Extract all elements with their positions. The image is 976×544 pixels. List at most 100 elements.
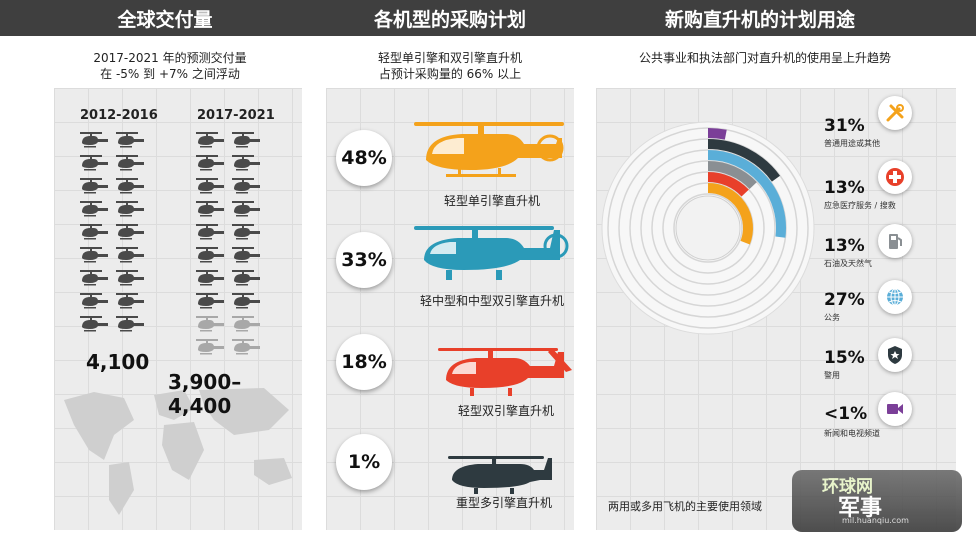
helicopter-pictogram-2012-2016 xyxy=(116,178,144,194)
deliveries-panel: 2012-2016 2017-2021 4,100 3,900–4,400 xyxy=(54,88,302,530)
helicopter-pictogram-2017-2021 xyxy=(196,339,224,355)
section-title-deliveries: 全球交付量 xyxy=(117,9,213,31)
usage-icon-news xyxy=(878,392,912,426)
usage-pct-public: 27% xyxy=(824,290,865,310)
deliveries-subtitle-1: 2017-2021 年的预测交付量 xyxy=(93,51,247,65)
helicopter-pictogram-2012-2016 xyxy=(116,316,144,332)
helicopter-pictogram-2017-2021 xyxy=(232,293,260,309)
usage-subtitle: 公共事业和执法部门对直升机的使用呈上升趋势 xyxy=(638,51,891,65)
header-bar: 全球交付量 各机型的采购计划 新购直升机的计划用途 xyxy=(0,0,976,36)
helicopter-pictogram-2012-2016 xyxy=(80,178,108,194)
light-single-engine-helicopter-icon xyxy=(414,122,564,177)
helicopter-pictogram-2017-2021 xyxy=(232,132,260,148)
ring-arc-police xyxy=(707,139,781,182)
helicopter-pictogram-2017-2021 xyxy=(232,155,260,171)
ring-arc-news xyxy=(707,127,727,140)
helicopter-pictogram-2017-2021 xyxy=(232,270,260,286)
purchase-subtitle-2: 占预计采购量的 66% 以上 xyxy=(378,67,522,81)
helicopter-pictogram-2017-2021 xyxy=(196,132,224,148)
helicopter-pictogram-2012-2016 xyxy=(80,247,108,263)
pct-circle-light-single: 48% xyxy=(336,130,392,186)
ring-guide xyxy=(673,193,743,263)
period-label-2: 2017-2021 xyxy=(197,108,275,123)
helicopter-pictogram-2017-2021 xyxy=(196,270,224,286)
helicopter-pictogram-2017-2021 xyxy=(232,201,260,217)
usage-pct-general: 31% xyxy=(824,116,865,136)
deliveries-subtitle-2: 在 -5% 到 +7% 之间浮动 xyxy=(100,67,240,81)
usage-panel: 31% 普通用途或其他 13% 应急医疗服务 / 搜救 13% 石油及天然气 xyxy=(596,88,956,530)
ring-arc-ems xyxy=(707,172,749,197)
helicopter-pictogram-2017-2021 xyxy=(232,316,260,332)
police-badge-icon xyxy=(888,346,902,364)
ring-chart-center xyxy=(675,195,741,261)
helicopter-pictogram-2017-2021 xyxy=(196,224,224,240)
usage-pct-police: 15% xyxy=(824,348,865,368)
purchase-panel: 48% 33% 18% 1% 轻型单引擎直升机 xyxy=(326,88,574,530)
usage-label-general: 普通用途或其他 xyxy=(824,139,880,148)
pct-circle-medium-twin: 33% xyxy=(336,232,392,288)
light-twin-engine-helicopter-icon xyxy=(438,348,572,396)
helicopter-pictogram-2012-2016 xyxy=(80,270,108,286)
helicopter-pictogram-2012-2016 xyxy=(80,201,108,217)
total-2017-2021: 3,900–4,400 xyxy=(168,370,242,418)
pct-circle-light-twin: 18% xyxy=(336,334,392,390)
video-camera-icon xyxy=(887,404,903,414)
helicopter-pictogram-2017-2021 xyxy=(196,178,224,194)
period-label-1: 2012-2016 xyxy=(80,108,158,123)
helicopter-pictogram-2017-2021 xyxy=(232,224,260,240)
helicopter-pictogram-2012-2016 xyxy=(116,155,144,171)
helicopter-pictogram-2017-2021 xyxy=(196,247,224,263)
usage-label-oil: 石油及天然气 xyxy=(824,259,872,268)
usage-label-news: 新闻和电视频道 xyxy=(824,429,880,438)
section-title-usage: 新购直升机的计划用途 xyxy=(664,9,855,31)
purchase-label-medium-twin: 轻中型和中型双引擎直升机 xyxy=(420,294,565,308)
helicopter-pictogram-2017-2021 xyxy=(196,293,224,309)
helicopter-pictogram-2017-2021 xyxy=(196,316,224,332)
purchase-subtitle-1: 轻型单引擎和双引擎直升机 xyxy=(377,51,522,65)
usage-pct-oil: 13% xyxy=(824,236,865,256)
helicopter-pictogram-2012-2016 xyxy=(116,201,144,217)
helicopter-pictogram-2012-2016 xyxy=(116,247,144,263)
section-title-purchase: 各机型的采购计划 xyxy=(373,9,526,31)
helicopter-pictogram-2017-2021 xyxy=(232,178,260,194)
helicopter-pictogram-2012-2016 xyxy=(116,224,144,240)
world-map-icon xyxy=(64,388,292,515)
ring-arc-public xyxy=(707,150,786,238)
helicopter-pictogram-2012-2016 xyxy=(80,132,108,148)
huanqiu-watermark-logo: 环球网 军事 mil.huanqiu.com xyxy=(792,470,962,532)
usage-pct-ems: 13% xyxy=(824,178,865,198)
purchase-label-heavy: 重型多引擎直升机 xyxy=(456,496,553,510)
helicopter-pictogram-grid xyxy=(80,132,260,355)
usage-label-public: 公务 xyxy=(824,313,840,322)
usage-icon-general xyxy=(878,96,912,130)
purchase-label-light-twin: 轻型双引擎直升机 xyxy=(458,404,555,418)
usage-icon-ems xyxy=(878,160,912,194)
usage-ring-chart xyxy=(601,121,815,335)
helicopter-pictogram-2017-2021 xyxy=(232,247,260,263)
ring-arc-oil xyxy=(707,161,757,190)
globe-icon xyxy=(887,288,903,306)
usage-pct-news: <1% xyxy=(824,404,868,424)
helicopter-pictogram-2012-2016 xyxy=(116,270,144,286)
helicopter-pictogram-2017-2021 xyxy=(196,201,224,217)
helicopter-pictogram-2012-2016 xyxy=(80,316,108,332)
helicopter-pictogram-2017-2021 xyxy=(232,339,260,355)
usage-icon-public xyxy=(878,280,912,314)
medical-cross-icon xyxy=(886,168,904,186)
usage-icon-police xyxy=(878,338,912,372)
helicopter-pictogram-2017-2021 xyxy=(196,155,224,171)
usage-footnote: 两用或多用飞机的主要使用领域 xyxy=(608,500,762,513)
helicopter-pictogram-2012-2016 xyxy=(80,155,108,171)
usage-label-police: 警用 xyxy=(824,371,840,380)
usage-label-ems: 应急医疗服务 / 搜救 xyxy=(824,201,896,210)
helicopter-pictogram-2012-2016 xyxy=(116,132,144,148)
total-2012-2016: 4,100 xyxy=(86,350,150,374)
pct-circle-heavy: 1% xyxy=(336,434,392,490)
helicopter-pictogram-2012-2016 xyxy=(80,224,108,240)
helicopter-pictogram-2012-2016 xyxy=(80,293,108,309)
heavy-multi-engine-helicopter-icon xyxy=(448,456,552,494)
usage-icon-oil xyxy=(878,224,912,258)
purchase-label-light-single: 轻型单引擎直升机 xyxy=(444,194,541,208)
tools-icon xyxy=(886,104,904,122)
